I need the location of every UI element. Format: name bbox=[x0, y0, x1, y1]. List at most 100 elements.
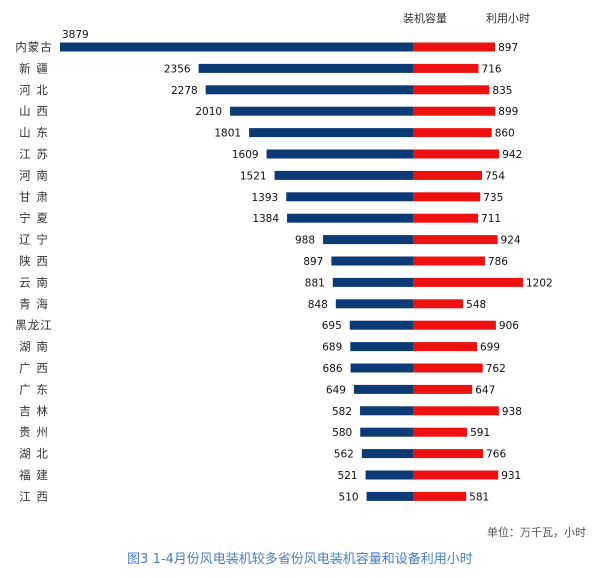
utilization-bar-row-5 bbox=[413, 128, 492, 138]
utilization-bar-row-12 bbox=[413, 277, 523, 287]
utilization-value-label: 899 bbox=[498, 106, 518, 118]
capacity-value-label: 1393 bbox=[251, 192, 278, 204]
butterfly-bar-chart: 装机容量 利用小时 内蒙古 3879 897 新 疆 2356 716 河 北 2278 835… bbox=[15, 11, 552, 503]
utilization-value-label: 735 bbox=[483, 192, 503, 204]
capacity-bar-row-19 bbox=[360, 427, 413, 437]
capacity-bar-row-10 bbox=[323, 235, 413, 245]
utilization-value-label: 906 bbox=[499, 320, 519, 332]
utilization-bar-row-15 bbox=[413, 342, 477, 352]
capacity-bar-row-13 bbox=[335, 299, 413, 309]
province-label: 黑龙江 bbox=[15, 318, 53, 332]
utilization-value-label: 591 bbox=[470, 427, 490, 439]
utilization-bar-row-14 bbox=[413, 320, 496, 330]
capacity-value-label: 1521 bbox=[240, 170, 267, 182]
capacity-bar-row-11 bbox=[331, 256, 413, 266]
capacity-value-label: 988 bbox=[295, 235, 315, 247]
utilization-bar-row-16 bbox=[413, 363, 483, 373]
capacity-value-label: 881 bbox=[305, 277, 325, 289]
capacity-bar-row-1 bbox=[60, 42, 413, 52]
capacity-bar-row-7 bbox=[274, 170, 413, 180]
capacity-bar-row-9 bbox=[287, 213, 413, 223]
utilization-value-label: 942 bbox=[502, 149, 522, 161]
province-label: 新 疆 bbox=[19, 61, 49, 75]
utilization-value-label: 860 bbox=[495, 128, 515, 140]
utilization-value-label: 699 bbox=[480, 342, 500, 354]
province-label: 山 东 bbox=[19, 126, 49, 140]
province-label: 贵 州 bbox=[19, 425, 49, 439]
utilization-bar-row-20 bbox=[413, 449, 484, 459]
capacity-value-label: 689 bbox=[322, 342, 342, 354]
utilization-bar-row-13 bbox=[413, 299, 464, 309]
utilization-bar-row-4 bbox=[413, 106, 496, 116]
province-label: 云 南 bbox=[19, 275, 49, 289]
figure-caption: 图3 1-4月份风电装机较多省份风电装机容量和设备利用小时 bbox=[127, 552, 473, 567]
province-label: 陕 西 bbox=[19, 254, 49, 268]
capacity-column-header: 装机容量 bbox=[403, 11, 447, 25]
capacity-value-label: 695 bbox=[322, 320, 342, 332]
utilization-value-label: 581 bbox=[469, 491, 489, 503]
utilization-value-label: 924 bbox=[501, 235, 521, 247]
utilization-bar-row-10 bbox=[413, 235, 498, 245]
utilization-value-label: 835 bbox=[492, 85, 512, 97]
utilization-value-label: 766 bbox=[486, 449, 506, 461]
capacity-value-label: 3879 bbox=[62, 29, 89, 41]
utilization-bar-row-22 bbox=[413, 491, 467, 501]
capacity-value-label: 1384 bbox=[252, 213, 279, 225]
province-label: 河 南 bbox=[19, 168, 49, 182]
utilization-bar-row-6 bbox=[413, 149, 500, 159]
capacity-value-label: 2356 bbox=[164, 63, 191, 75]
utilization-bar-row-3 bbox=[413, 85, 490, 95]
province-label: 湖 北 bbox=[19, 447, 49, 461]
province-label: 吉 林 bbox=[19, 404, 49, 418]
capacity-bar-row-5 bbox=[249, 128, 413, 138]
capacity-value-label: 510 bbox=[339, 491, 359, 503]
capacity-value-label: 562 bbox=[334, 449, 354, 461]
utilization-value-label: 548 bbox=[466, 299, 486, 311]
province-label: 河 北 bbox=[19, 83, 49, 97]
capacity-bar-row-17 bbox=[353, 384, 413, 394]
utilization-bar-row-17 bbox=[413, 384, 473, 394]
capacity-value-label: 580 bbox=[332, 427, 352, 439]
chart-rows: 内蒙古 3879 897 新 疆 2356 716 河 北 2278 835 山 西 2010 899… bbox=[15, 29, 552, 503]
capacity-value-label: 897 bbox=[303, 256, 323, 268]
utilization-column-header: 利用小时 bbox=[486, 12, 530, 25]
capacity-bar-row-4 bbox=[230, 106, 413, 116]
province-label: 甘 肃 bbox=[19, 190, 49, 204]
utilization-bar-row-8 bbox=[413, 192, 481, 202]
capacity-value-label: 2278 bbox=[171, 85, 198, 97]
province-label: 福 建 bbox=[19, 468, 49, 482]
capacity-value-label: 686 bbox=[323, 363, 343, 375]
utilization-value-label: 897 bbox=[498, 42, 518, 54]
capacity-value-label: 848 bbox=[308, 299, 328, 311]
utilization-value-label: 754 bbox=[485, 170, 505, 182]
capacity-value-label: 582 bbox=[332, 406, 352, 418]
utilization-value-label: 786 bbox=[488, 256, 508, 268]
capacity-bar-row-22 bbox=[366, 491, 413, 501]
capacity-bar-row-21 bbox=[365, 470, 413, 480]
utilization-bar-row-18 bbox=[413, 406, 499, 416]
capacity-bar-row-12 bbox=[332, 277, 413, 287]
capacity-bar-row-2 bbox=[198, 63, 413, 73]
capacity-bar-row-14 bbox=[349, 320, 413, 330]
unit-note: 单位：万千瓦，小时 bbox=[487, 526, 586, 539]
utilization-bar-row-9 bbox=[413, 213, 479, 223]
province-label: 青 海 bbox=[19, 297, 49, 311]
capacity-bar-row-15 bbox=[350, 342, 413, 352]
capacity-bar-row-18 bbox=[360, 406, 413, 416]
capacity-value-label: 521 bbox=[338, 470, 358, 482]
utilization-value-label: 647 bbox=[475, 384, 495, 396]
capacity-bar-row-6 bbox=[266, 149, 413, 159]
province-label: 湖 南 bbox=[19, 340, 49, 354]
province-label: 内蒙古 bbox=[15, 40, 53, 54]
utilization-bar-row-7 bbox=[413, 170, 483, 180]
utilization-value-label: 711 bbox=[481, 213, 501, 225]
capacity-bar-row-16 bbox=[350, 363, 413, 373]
utilization-bar-row-1 bbox=[413, 42, 496, 52]
utilization-value-label: 938 bbox=[502, 406, 522, 418]
capacity-bar-row-8 bbox=[286, 192, 413, 202]
utilization-value-label: 762 bbox=[486, 363, 506, 375]
province-label: 辽 宁 bbox=[19, 233, 49, 247]
province-label: 广 西 bbox=[19, 361, 49, 375]
capacity-bar-row-3 bbox=[205, 85, 413, 95]
